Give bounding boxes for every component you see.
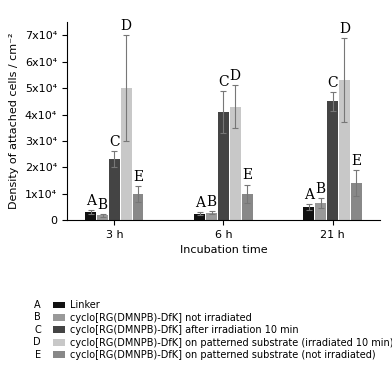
Text: C: C [34, 325, 41, 335]
X-axis label: Incubation time: Incubation time [180, 246, 267, 255]
Bar [241, 194, 252, 220]
Bar [339, 80, 350, 220]
Text: B: B [98, 198, 108, 212]
Bar [97, 215, 108, 220]
Bar [121, 88, 132, 220]
Bar [351, 183, 361, 220]
Text: E: E [351, 154, 361, 168]
Text: D: D [121, 19, 132, 33]
Bar [109, 159, 120, 220]
Bar [194, 214, 205, 220]
Bar [206, 213, 217, 220]
Bar [85, 212, 96, 220]
Text: C: C [109, 135, 120, 149]
Text: B: B [316, 182, 326, 196]
Bar [327, 101, 338, 220]
Text: A: A [86, 194, 96, 208]
Text: D: D [230, 69, 241, 83]
Bar [315, 203, 326, 220]
Text: A: A [34, 300, 41, 310]
Text: E: E [133, 170, 143, 184]
Text: C: C [327, 76, 338, 90]
Y-axis label: Density of attached cells / cm⁻²: Density of attached cells / cm⁻² [9, 33, 19, 209]
Text: E: E [35, 350, 41, 360]
Text: D: D [33, 337, 41, 347]
Text: B: B [34, 312, 41, 322]
Text: A: A [304, 188, 314, 202]
Text: A: A [195, 196, 205, 210]
Text: B: B [207, 195, 217, 209]
Text: E: E [242, 168, 252, 182]
Bar [132, 194, 143, 220]
Legend: Linker, cyclo[RG(DMNPB)-DfK] not irradiated, cyclo[RG(DMNPB)-DfK] after irradiat: Linker, cyclo[RG(DMNPB)-DfK] not irradia… [53, 300, 392, 360]
Bar [230, 106, 241, 220]
Text: D: D [339, 22, 350, 36]
Text: C: C [218, 75, 229, 88]
Bar [303, 207, 314, 220]
Bar [218, 112, 229, 220]
